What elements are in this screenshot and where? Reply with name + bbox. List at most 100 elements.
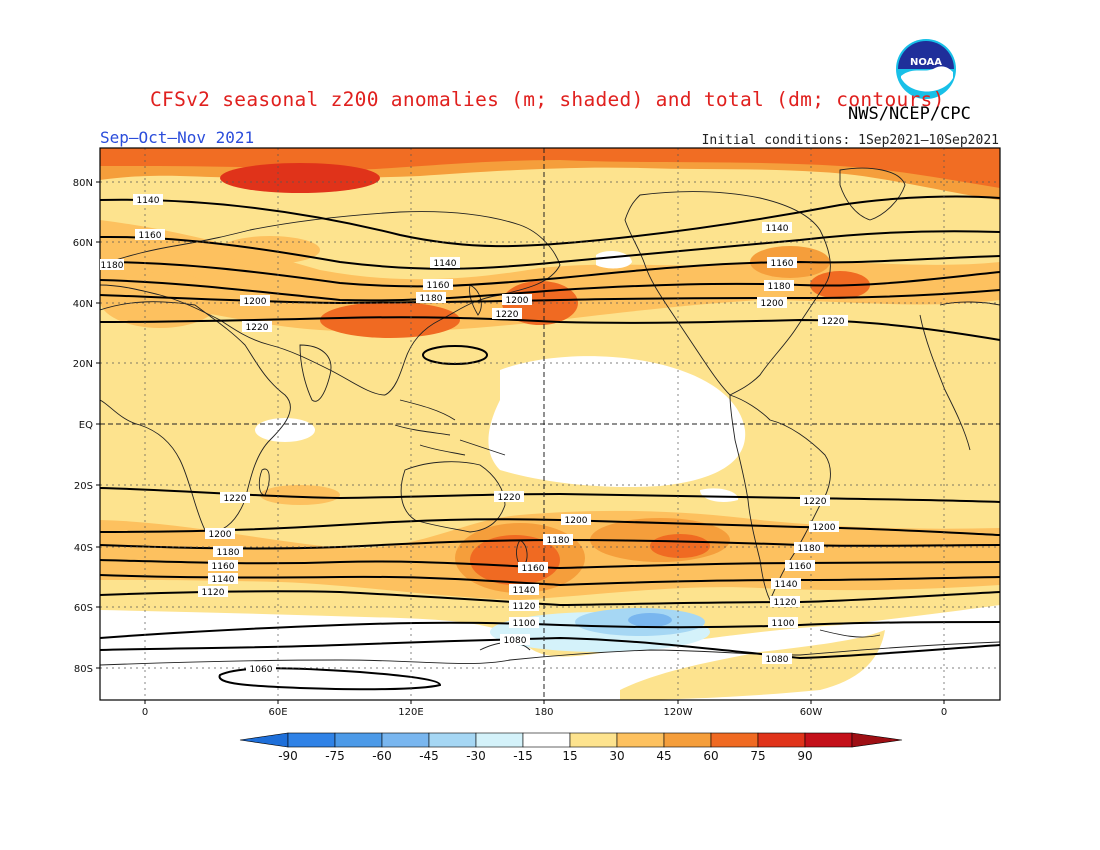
- colorbar-label: -60: [372, 749, 392, 763]
- svg-text:1200: 1200: [506, 296, 529, 306]
- contour-label: 1200: [502, 294, 532, 306]
- contour-label: 1180: [213, 546, 243, 558]
- colorbar-cell: [475, 732, 524, 748]
- svg-text:1180: 1180: [101, 261, 124, 271]
- contour-label: 1140: [771, 578, 801, 590]
- lat-label: 80N: [73, 178, 93, 189]
- svg-text:1120: 1120: [774, 598, 797, 608]
- svg-text:1200: 1200: [244, 297, 267, 307]
- contour-label: 1100: [509, 617, 539, 629]
- tick-marks: [96, 181, 945, 704]
- lon-label: 120W: [664, 707, 693, 718]
- forecast-period: Sep–Oct–Nov 2021: [100, 128, 255, 147]
- colorbar-cell: [757, 732, 806, 748]
- contour-label: 1160: [767, 257, 797, 269]
- colorbar-cell: [804, 732, 853, 748]
- lon-label: 0: [941, 707, 947, 718]
- lat-label: 20S: [74, 481, 93, 492]
- colorbar-label: 75: [750, 749, 765, 763]
- colorbar-cell: [569, 732, 618, 748]
- contour-label: 1160: [518, 562, 548, 574]
- contour-label: 1200: [809, 521, 839, 533]
- svg-text:1200: 1200: [209, 530, 232, 540]
- colorbar-labels: -90 -75 -60 -45 -30 -15 15 30 45 60 75 90: [278, 749, 812, 763]
- contour-label: 1100: [768, 617, 798, 629]
- colorbar-cell: [710, 732, 759, 748]
- svg-text:1180: 1180: [420, 294, 443, 304]
- lat-label: 40S: [74, 543, 93, 554]
- svg-text:1160: 1160: [522, 564, 545, 574]
- contour-label: 1220: [242, 321, 272, 333]
- colorbar-label: 60: [703, 749, 718, 763]
- contour-label: 1060: [246, 663, 276, 675]
- svg-text:1180: 1180: [798, 544, 821, 554]
- colorbar-right-arrow: [851, 732, 903, 748]
- svg-text:1220: 1220: [224, 494, 247, 504]
- colorbar-cell: [287, 732, 336, 748]
- svg-text:1200: 1200: [813, 523, 836, 533]
- lon-label: 60W: [800, 707, 823, 718]
- svg-text:1160: 1160: [139, 231, 162, 241]
- svg-text:1120: 1120: [513, 602, 536, 612]
- contour-label: 1180: [794, 542, 824, 554]
- colorbar-cell: [522, 732, 571, 748]
- colorbar-cell: [428, 732, 477, 748]
- colorbar-label: 15: [562, 749, 577, 763]
- contour-label: 1200: [205, 528, 235, 540]
- svg-text:1220: 1220: [804, 497, 827, 507]
- colorbar-left-arrow: [239, 732, 289, 748]
- colorbar-cell: [334, 732, 383, 748]
- contour-label: 1140: [509, 584, 539, 596]
- svg-text:1220: 1220: [822, 317, 845, 327]
- contour-label: 1120: [770, 596, 800, 608]
- svg-text:1140: 1140: [775, 580, 798, 590]
- contour-labels: 1140 1160 1180 1200 1220 1140 1160 1180 …: [100, 194, 848, 675]
- lat-label: EQ: [79, 420, 93, 431]
- contour-label: 1080: [762, 653, 792, 665]
- colorbar-label: -90: [278, 749, 298, 763]
- colorbar-label: -30: [466, 749, 486, 763]
- page-title: CFSv2 seasonal z200 anomalies (m; shaded…: [150, 88, 945, 111]
- lat-label: 60N: [73, 238, 93, 249]
- colorbar-cell: [381, 732, 430, 748]
- svg-text:1100: 1100: [772, 619, 795, 629]
- svg-text:1080: 1080: [504, 636, 527, 646]
- svg-text:1140: 1140: [513, 586, 536, 596]
- svg-text:1160: 1160: [789, 562, 812, 572]
- svg-text:1160: 1160: [212, 562, 235, 572]
- svg-text:1200: 1200: [761, 299, 784, 309]
- contour-label: 1180: [416, 292, 446, 304]
- svg-text:1140: 1140: [137, 196, 160, 206]
- svg-text:1180: 1180: [547, 536, 570, 546]
- contour-label: 1180: [543, 534, 573, 546]
- contour-label: 1220: [494, 491, 524, 503]
- initial-conditions: Initial conditions: 1Sep2021–10Sep2021: [701, 133, 999, 148]
- lon-label: 120E: [398, 707, 423, 718]
- contour-label: 1200: [240, 295, 270, 307]
- contour-label: 1220: [818, 315, 848, 327]
- lon-labels: 0 60E 120E 180 120W 60W 0: [142, 707, 947, 718]
- contour-label: 1220: [220, 492, 250, 504]
- contour-label: 1220: [800, 495, 830, 507]
- lat-label: 60S: [74, 603, 93, 614]
- colorbar: -90 -75 -60 -45 -30 -15 15 30 45 60 75 90: [239, 732, 903, 763]
- colorbar-cell: [663, 732, 712, 748]
- contour-label: 1180: [100, 259, 124, 271]
- colorbar-label: -45: [419, 749, 439, 763]
- contour-label: 1180: [764, 280, 794, 292]
- colorbar-label: 30: [609, 749, 624, 763]
- svg-text:1180: 1180: [768, 282, 791, 292]
- contour-label: 1140: [430, 257, 460, 269]
- logo-text: NOAA: [910, 57, 942, 68]
- svg-text:1160: 1160: [427, 281, 450, 291]
- lat-labels: 80N 60N 40N 20N EQ 20S 40S 60S 80S: [73, 178, 93, 675]
- colorbar-cell: [616, 732, 665, 748]
- svg-text:1100: 1100: [513, 619, 536, 629]
- contour-label: 1140: [133, 194, 163, 206]
- contour-label: 1160: [785, 560, 815, 572]
- contour-label: 1140: [762, 222, 792, 234]
- contour-label: 1140: [208, 573, 238, 585]
- svg-text:1120: 1120: [202, 588, 225, 598]
- lat-label: 80S: [74, 664, 93, 675]
